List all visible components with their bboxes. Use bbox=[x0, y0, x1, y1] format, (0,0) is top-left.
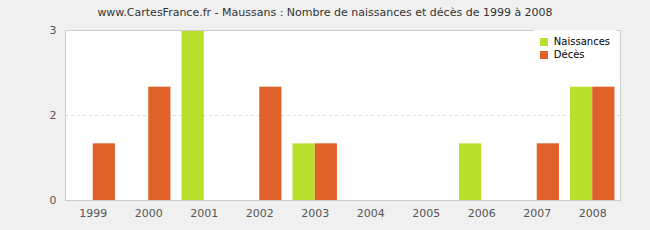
svg-text:2: 2 bbox=[50, 109, 57, 122]
svg-text:2006: 2006 bbox=[468, 207, 496, 220]
html-text:Décès: Décès bbox=[553, 49, 585, 60]
svg-text:0: 0 bbox=[50, 194, 57, 207]
svg-text:2008: 2008 bbox=[579, 207, 607, 220]
svg-text:2007: 2007 bbox=[523, 207, 551, 220]
html-text:www.CartesFrance.fr - Maussans: www.CartesFrance.fr - Maussans : Nombre … bbox=[97, 6, 553, 19]
svg-text:2004: 2004 bbox=[357, 207, 385, 220]
svg-text:2003: 2003 bbox=[301, 207, 329, 220]
svg-text:2001: 2001 bbox=[190, 207, 218, 220]
svg-text:1999: 1999 bbox=[79, 207, 107, 220]
svg-text:3: 3 bbox=[50, 24, 57, 37]
html-text:Naissances: Naissances bbox=[553, 36, 610, 47]
svg-text:2002: 2002 bbox=[246, 207, 274, 220]
svg-text:2005: 2005 bbox=[412, 207, 440, 220]
svg-text:2000: 2000 bbox=[135, 207, 163, 220]
